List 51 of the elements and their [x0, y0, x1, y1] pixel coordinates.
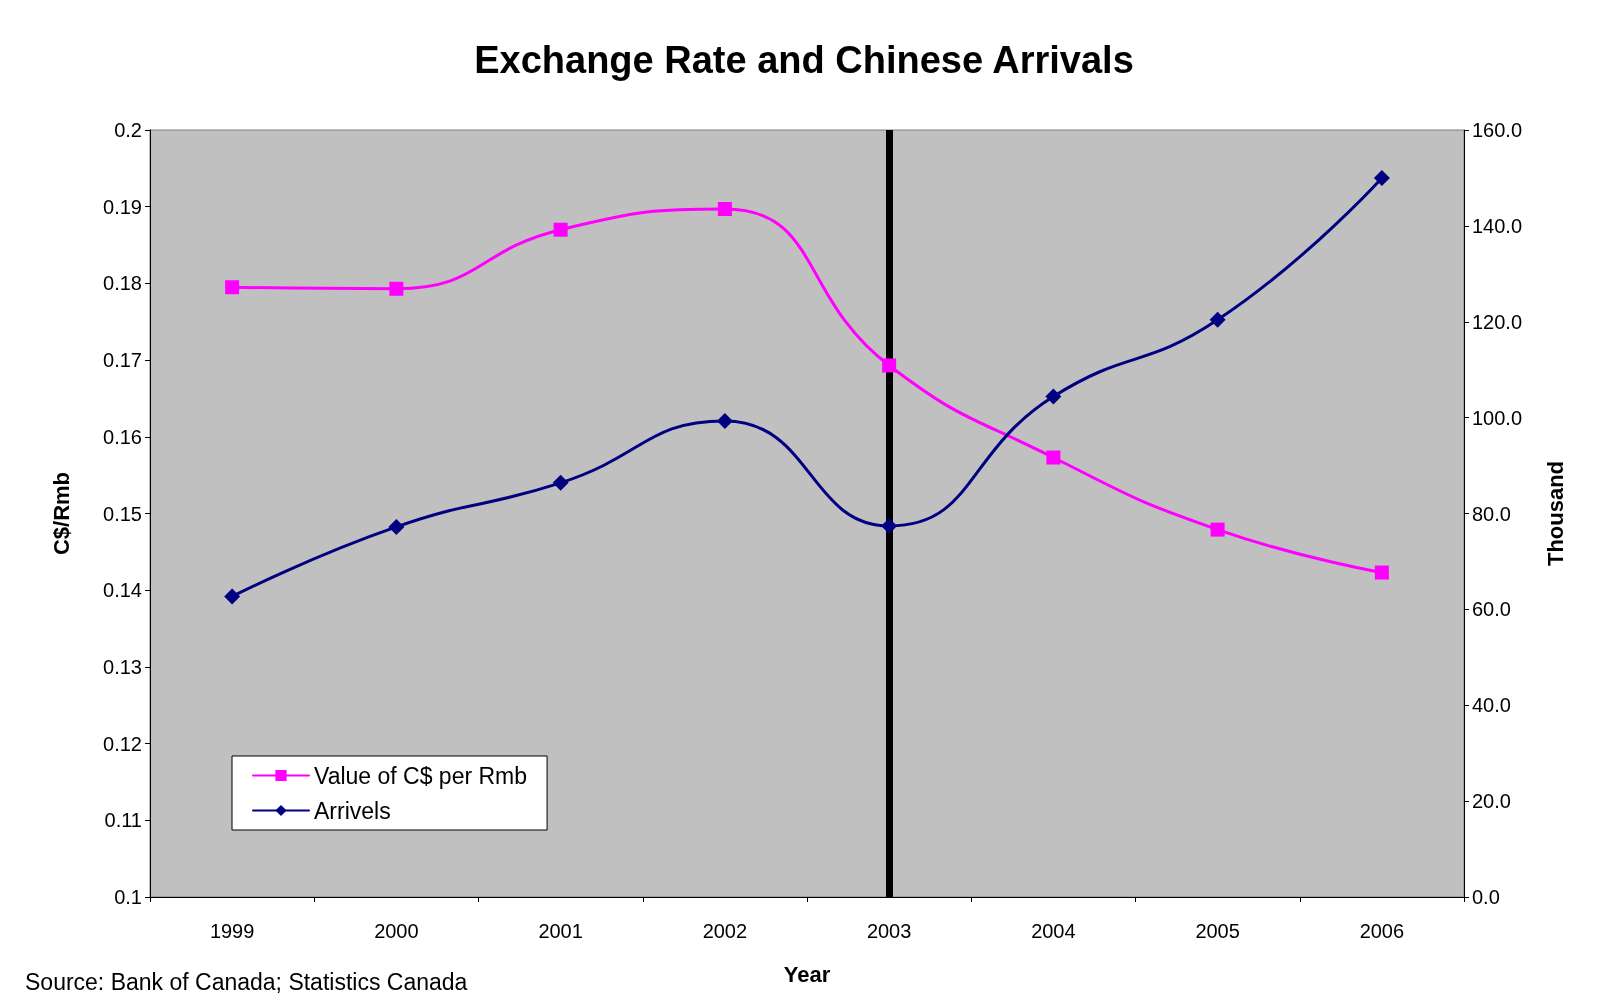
y2-tick-label: 100.0	[1472, 406, 1523, 429]
point	[882, 358, 897, 373]
y-tick-label: 0.11	[104, 809, 142, 832]
point	[1209, 311, 1226, 328]
y-tick-label: 0.18	[103, 272, 142, 295]
y-tick-label: 0.12	[103, 732, 142, 755]
x-tick-label: 2006	[1359, 920, 1405, 942]
point	[225, 280, 240, 295]
y-tick-label: 0.14	[103, 579, 142, 602]
chart-title: Exchange Rate and Chinese Arrivals	[474, 39, 1134, 81]
x-axis-title: Year	[783, 961, 831, 987]
y-tick-label: 0.15	[103, 502, 142, 525]
y2-tick-label: 40.0	[1472, 694, 1511, 717]
y-tick-label: 0.19	[103, 195, 142, 218]
y-tick-label: 0.16	[103, 425, 142, 448]
point	[224, 588, 241, 605]
point	[388, 518, 405, 535]
point	[716, 412, 733, 429]
legend-label: Arrivels	[314, 797, 391, 824]
point	[1210, 522, 1225, 537]
y2-tick-label: 140.0	[1472, 214, 1523, 237]
legend-label: Value of C$ per Rmb	[314, 762, 528, 789]
point	[1045, 388, 1062, 405]
y2-axis-title: Thousand	[1542, 460, 1568, 567]
point	[389, 281, 404, 296]
y-tick-label: 0.17	[103, 349, 142, 372]
y-axis-title: C$/Rmb	[48, 471, 74, 556]
point	[881, 517, 898, 534]
point	[553, 222, 568, 237]
source-note: Source: Bank of Canada; Statistics Canada	[25, 968, 468, 995]
x-tick-label: 1999	[209, 920, 255, 942]
y2-tick-label: 160.0	[1472, 119, 1523, 141]
x-tick-label: 2002	[702, 920, 748, 942]
y-tick-label: 0.1	[114, 886, 142, 908]
x-tick-label: 2005	[1195, 920, 1240, 942]
y2-tick-label: 120.0	[1472, 310, 1523, 333]
x-tick-label: 2000	[374, 920, 419, 942]
point	[1374, 565, 1389, 580]
x-tick-label: 2001	[538, 920, 583, 942]
y-tick-label: 0.13	[103, 655, 142, 678]
point	[1046, 450, 1061, 465]
y2-tick-label: 60.0	[1472, 598, 1511, 621]
x-tick-label: 2004	[1031, 920, 1076, 942]
y2-tick-label: 0.0	[1472, 886, 1500, 908]
point	[552, 474, 569, 491]
x-tick-label: 2003	[866, 920, 912, 942]
point	[717, 202, 732, 216]
point	[1373, 169, 1390, 186]
y2-tick-label: 20.0	[1472, 790, 1511, 813]
y-tick-label: 0.2	[114, 119, 142, 141]
y2-tick-label: 80.0	[1472, 502, 1511, 525]
